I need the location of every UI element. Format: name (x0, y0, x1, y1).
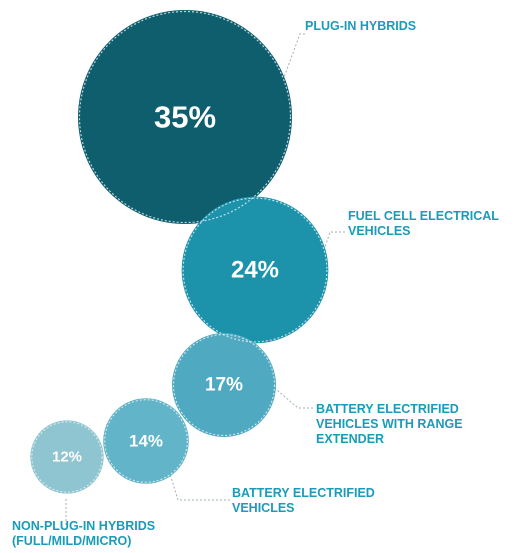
category-label-line: PLUG-IN HYBRIDS (305, 19, 416, 33)
bubble-value-label: 35% (154, 100, 216, 135)
category-label: BATTERY ELECTRIFIED VEHICLES (232, 486, 375, 515)
leader-line (169, 473, 230, 501)
bubble-outline (172, 333, 276, 437)
bubble-value-label: 12% (52, 449, 82, 466)
category-label-line: VEHICLES (348, 224, 411, 238)
category-label: BATTERY ELECTRIFIED VEHICLES WITH RANGE EX… (316, 402, 463, 446)
bubble (172, 333, 276, 437)
category-label: FUEL CELL ELECTRICAL VEHICLES (348, 209, 499, 238)
category-label-line: VEHICLES WITH RANGE (316, 417, 463, 431)
bubble-outline (182, 197, 328, 343)
bubbles: 35% 24% 17% 14% 12% (30, 10, 329, 494)
category-label-line: BATTERY ELECTRIFIED (316, 402, 459, 416)
bubble-outline (104, 399, 188, 483)
category-label-line: EXTENDER (316, 432, 384, 446)
bubble (181, 196, 329, 344)
category-label-line: FUEL CELL ELECTRICAL (348, 209, 499, 223)
category-label-line: (FULL/MILD/MICRO) (12, 534, 131, 548)
category-label: NON-PLUG-IN HYBRIDS (FULL/MILD/MICRO) (12, 519, 155, 548)
category-label: PLUG-IN HYBRIDS (305, 19, 416, 33)
bubble (30, 420, 104, 494)
leader-line (269, 383, 313, 409)
bubble-outline (31, 421, 103, 493)
category-label-line: NON-PLUG-IN HYBRIDS (12, 519, 155, 533)
bubble (78, 10, 292, 224)
bubble-outline (78, 10, 292, 224)
category-label-line: BATTERY ELECTRIFIED (232, 486, 375, 500)
category-label-line: VEHICLES (232, 501, 295, 515)
bubble-value-label: 17% (205, 375, 243, 396)
bubble (103, 398, 189, 484)
bubble-outlines (31, 10, 328, 493)
bubble-value-label: 24% (231, 257, 279, 284)
leader-line (279, 33, 305, 89)
bubble-value-label: 14% (129, 432, 163, 451)
